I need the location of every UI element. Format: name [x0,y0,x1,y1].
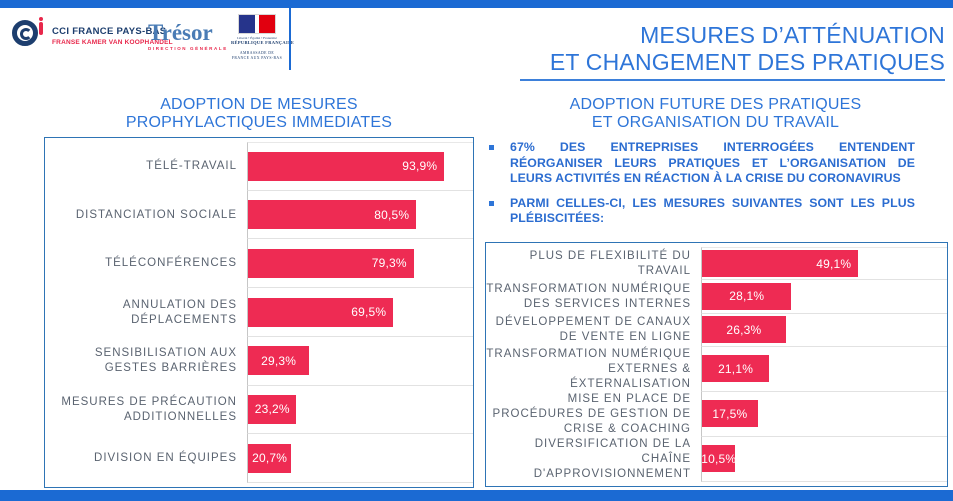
french-government-logo: Liberté • Égalité • Fraternité RÉPUBLIQU… [231,14,295,61]
bar-area: 49,1% [701,247,947,281]
bar-value-label: 26,3% [726,322,762,337]
bar-area: 23,2% [247,385,473,435]
bar: 80,5% [248,200,417,230]
page-title: MESURES D’ATTÉNUATION ET CHANGEMENT DES … [380,22,945,76]
bar: 26,3% [702,316,786,344]
chart-row: MESURES DE PRÉCAUTION ADDITIONNELLES 23,2… [45,385,473,435]
page-title-line1: MESURES D’ATTÉNUATION [640,22,945,48]
bar: 28,1% [702,282,792,310]
chart-row: SENSIBILISATION AUX GESTES BARRIÈRES 29,3… [45,336,473,386]
bar-area: 93,9% [247,142,473,191]
bottom-accent-bar [0,490,953,501]
left-bar-chart: TÉLÉ-TRAVAIL 93,9% DISTANCIATION SOCIALE 80… [44,137,474,488]
fr-motto: Liberté • Égalité • Fraternité [237,36,277,40]
chart-row: TRANSFORMATION NUMÉRIQUE EXTERNES & ÉXTE… [486,346,947,392]
category-label: PLUS DE FLEXIBILITÉ DU TRAVAIL [529,249,691,277]
bar-value-label: 79,3% [371,256,407,271]
bullet-text: PARMI CELLES-CI, LES MESURES SUIVANTES S… [510,195,915,226]
french-flag-icon [238,14,276,34]
chart-row: PLUS DE FLEXIBILITÉ DU TRAVAIL 49,1% [486,247,947,281]
category-label: DIVISION EN ÉQUIPES [94,452,237,465]
bar-value-label: 49,1% [816,256,852,271]
chart-row: TÉLÉCONFÉRENCES 79,3% [45,239,473,289]
bar-value-label: 17,5% [712,406,748,421]
category-label: DISTANCIATION SOCIALE [75,208,237,221]
logo-divider-line [289,8,291,70]
fr-mission: AMBASSADE DE FRANCE AUX PAYS-BAS [231,51,283,60]
category-label: TÉLÉCONFÉRENCES [105,257,237,270]
category-label: MISE EN PLACE DE PROCÉDURES DE GESTION D… [492,392,691,435]
category-label: ANNULATION DES DÉPLACEMENTS [122,298,237,326]
bar-area: 17,5% [701,391,947,437]
bar-value-label: 29,3% [261,353,297,368]
category-label: DÉVELOPPEMENT DE CANAUX DE VENTE EN LIGN… [495,316,691,344]
chart-row: DIVISION EN ÉQUIPES 20,7% [45,434,473,484]
bar: 69,5% [248,297,394,327]
category-label: DIVERSIFICATION DE LA CHAÎNE D'APPROVISI… [533,437,691,480]
bar: 21,1% [702,355,770,383]
fr-republic: RÉPUBLIQUE FRANÇAISE [231,40,295,45]
top-accent-bar [0,0,953,8]
bar: 23,2% [248,394,297,424]
bar-area: 28,1% [701,280,947,314]
bar-area: 20,7% [247,434,473,484]
page-title-line2: ET CHANGEMENT DES PRATIQUES [549,49,945,75]
bullet-square-icon [489,145,494,150]
chart-row: TRANSFORMATION NUMÉRIQUE DES SERVICES IN… [486,280,947,314]
tresor-subtitle: DIRECTION GÉNÉRALE [148,46,228,51]
bar-area: 29,3% [247,336,473,386]
bar-value-label: 80,5% [374,207,410,222]
bullet-item: PARMI CELLES-CI, LES MESURES SUIVANTES S… [483,196,915,227]
bar-area: 10,5% [701,436,947,482]
cci-logo: CCI FRANCE PAYS-BAS FRANSE KAMER VAN KOO… [12,17,173,52]
bar: 79,3% [248,248,414,278]
bar-value-label: 10,5% [701,451,737,466]
bar-value-label: 21,1% [718,361,754,376]
bullet-text: 67% DES ENTREPRISES INTERROGÉES ENTENDEN… [510,140,915,185]
chart-row: DIVERSIFICATION DE LA CHAÎNE D'APPROVISI… [486,436,947,482]
chart-row: TÉLÉ-TRAVAIL 93,9% [45,142,473,191]
left-chart-title: ADOPTION DE MESURES PROPHYLACTIQUES IMME… [125,96,393,131]
bar-value-label: 93,9% [402,159,438,174]
bar-area: 21,1% [701,346,947,392]
bar-area: 80,5% [247,190,473,240]
right-panel-bullets: 67% DES ENTREPRISES INTERROGÉES ENTENDEN… [483,140,915,236]
category-label: TÉLÉ-TRAVAIL [146,159,237,172]
right-bar-chart: PLUS DE FLEXIBILITÉ DU TRAVAIL 49,1% TRANS… [485,242,948,487]
chart-row: ANNULATION DES DÉPLACEMENTS 69,5% [45,288,473,337]
bar-value-label: 23,2% [254,402,290,417]
category-label: TRANSFORMATION NUMÉRIQUE EXTERNES & ÉXTE… [486,347,691,390]
bar-area: 69,5% [247,288,473,337]
cci-subtitle: FRANSE KAMER VAN KOOPHANDEL [52,39,173,46]
bar-value-label: 28,1% [729,289,765,304]
tresor-name: Trésor [148,20,213,45]
bar: 10,5% [701,445,737,473]
bar-area: 26,3% [701,313,947,347]
category-label: MESURES DE PRÉCAUTION ADDITIONNELLES [61,395,237,423]
bullet-item: 67% DES ENTREPRISES INTERROGÉES ENTENDEN… [483,140,915,187]
cci-c-icon [12,17,44,52]
bar-value-label: 20,7% [252,451,288,466]
bar: 17,5% [702,400,758,428]
bar-value-label: 69,5% [351,305,387,320]
bar: 20,7% [248,443,292,473]
bar-area: 79,3% [247,239,473,289]
chart-row: MISE EN PLACE DE PROCÉDURES DE GESTION D… [486,391,947,437]
category-label: TRANSFORMATION NUMÉRIQUE DES SERVICES IN… [486,282,691,310]
bar: 93,9% [248,151,445,181]
category-label: SENSIBILISATION AUX GESTES BARRIÈRES [94,347,237,375]
title-underline [520,79,945,81]
bar: 29,3% [248,346,310,376]
right-chart-title: ADOPTION FUTURE DES PRATIQUES ET ORGANIS… [569,96,862,131]
tresor-logo: Trésor DIRECTION GÉNÉRALE [148,20,228,51]
bar: 49,1% [702,250,859,278]
chart-row: DÉVELOPPEMENT DE CANAUX DE VENTE EN LIGN… [486,313,947,347]
cci-name: CCI FRANCE PAYS-BAS [52,26,167,37]
chart-row: DISTANCIATION SOCIALE 80,5% [45,190,473,240]
bullet-square-icon [489,200,494,206]
